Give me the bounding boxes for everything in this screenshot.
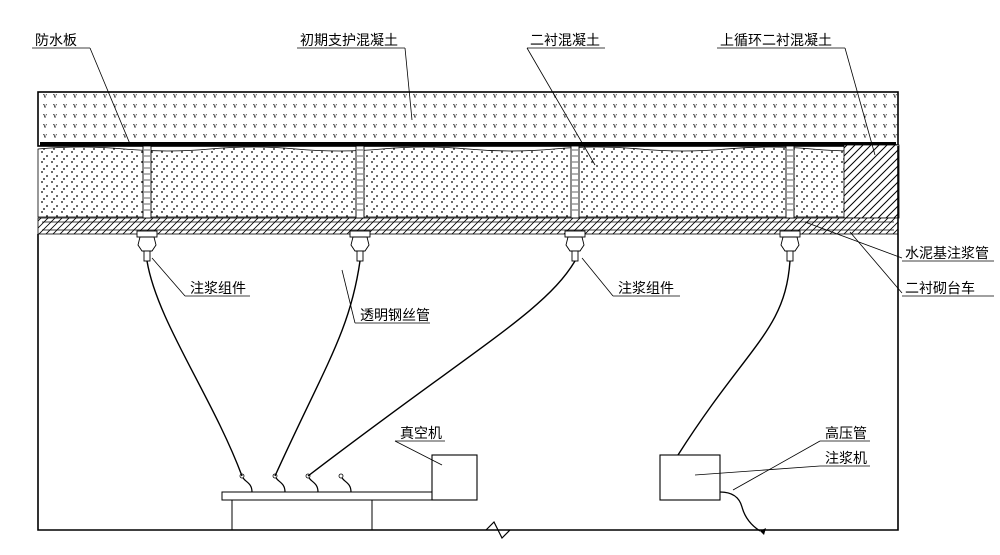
label-cement_grouting_pipe: 水泥基注浆管 <box>905 245 989 262</box>
grouting-assembly-cap <box>565 231 585 237</box>
grouting-assembly-hex <box>138 237 156 251</box>
initial-support-concrete-layer <box>38 92 898 146</box>
vacuum-manifold-nozzle <box>242 476 252 492</box>
embedded-grouting-column <box>356 146 364 218</box>
grouting-assembly-cap <box>137 231 157 237</box>
vacuum-machine <box>432 455 477 500</box>
label-leader-hp_pipe <box>733 441 820 490</box>
label-grouting_machine: 注浆机 <box>825 451 867 467</box>
embedded-grouting-column <box>143 146 151 218</box>
grouting-assembly-nozzle <box>144 251 150 261</box>
transparent-steel-wire-pipe <box>275 261 360 476</box>
grouting-assembly-nozzle <box>787 251 793 261</box>
label-initial_support: 初期支护混凝土 <box>300 32 398 49</box>
grouting-assembly-hex <box>566 237 584 251</box>
label-hp_pipe: 高压管 <box>825 425 867 442</box>
grouting-assembly-hex <box>781 237 799 251</box>
high-pressure-pipe <box>720 492 760 531</box>
label-vacuum_machine: 真空机 <box>400 426 442 442</box>
label-upper_cycle_second_lining: 上循环二衬混凝土 <box>720 33 832 49</box>
embedded-grouting-column <box>571 146 579 218</box>
formwork-trolley-strip <box>38 218 898 234</box>
grouting-assembly-nozzle <box>572 251 578 261</box>
label-second_lining: 二衬混凝土 <box>530 33 600 49</box>
vacuum-platform <box>222 492 432 500</box>
grouting-assembly-cap <box>350 231 370 237</box>
grouting-feed-pipe <box>678 261 790 455</box>
grouting-assembly-hex <box>351 237 369 251</box>
label-leader-trolley <box>850 232 902 293</box>
vacuum-manifold-nozzle <box>308 476 318 492</box>
grouting-machine <box>660 455 720 500</box>
label-waterproof_board: 防水板 <box>35 33 77 49</box>
label-leader-grouting_assembly_right <box>582 258 613 296</box>
upper-cycle-second-lining <box>844 145 899 218</box>
vacuum-manifold-nozzle <box>341 476 351 492</box>
label-trolley: 二衬砌台车 <box>905 280 975 297</box>
grouting-assembly-nozzle <box>357 251 363 261</box>
label-leader-vacuum_machine <box>395 441 442 465</box>
grouting-assembly-cap <box>780 231 800 237</box>
vacuum-manifold-nozzle <box>275 476 285 492</box>
arrowhead-icon <box>760 528 766 535</box>
embedded-grouting-column <box>786 146 794 218</box>
second-lining-concrete-layer <box>38 147 898 217</box>
label-leader-grouting_assembly_left <box>152 258 185 296</box>
label-grouting_assembly_left: 注浆组件 <box>190 281 246 297</box>
label-grouting_assembly_right: 注浆组件 <box>618 281 674 297</box>
label-transparent_pipe: 透明钢丝管 <box>360 308 430 324</box>
